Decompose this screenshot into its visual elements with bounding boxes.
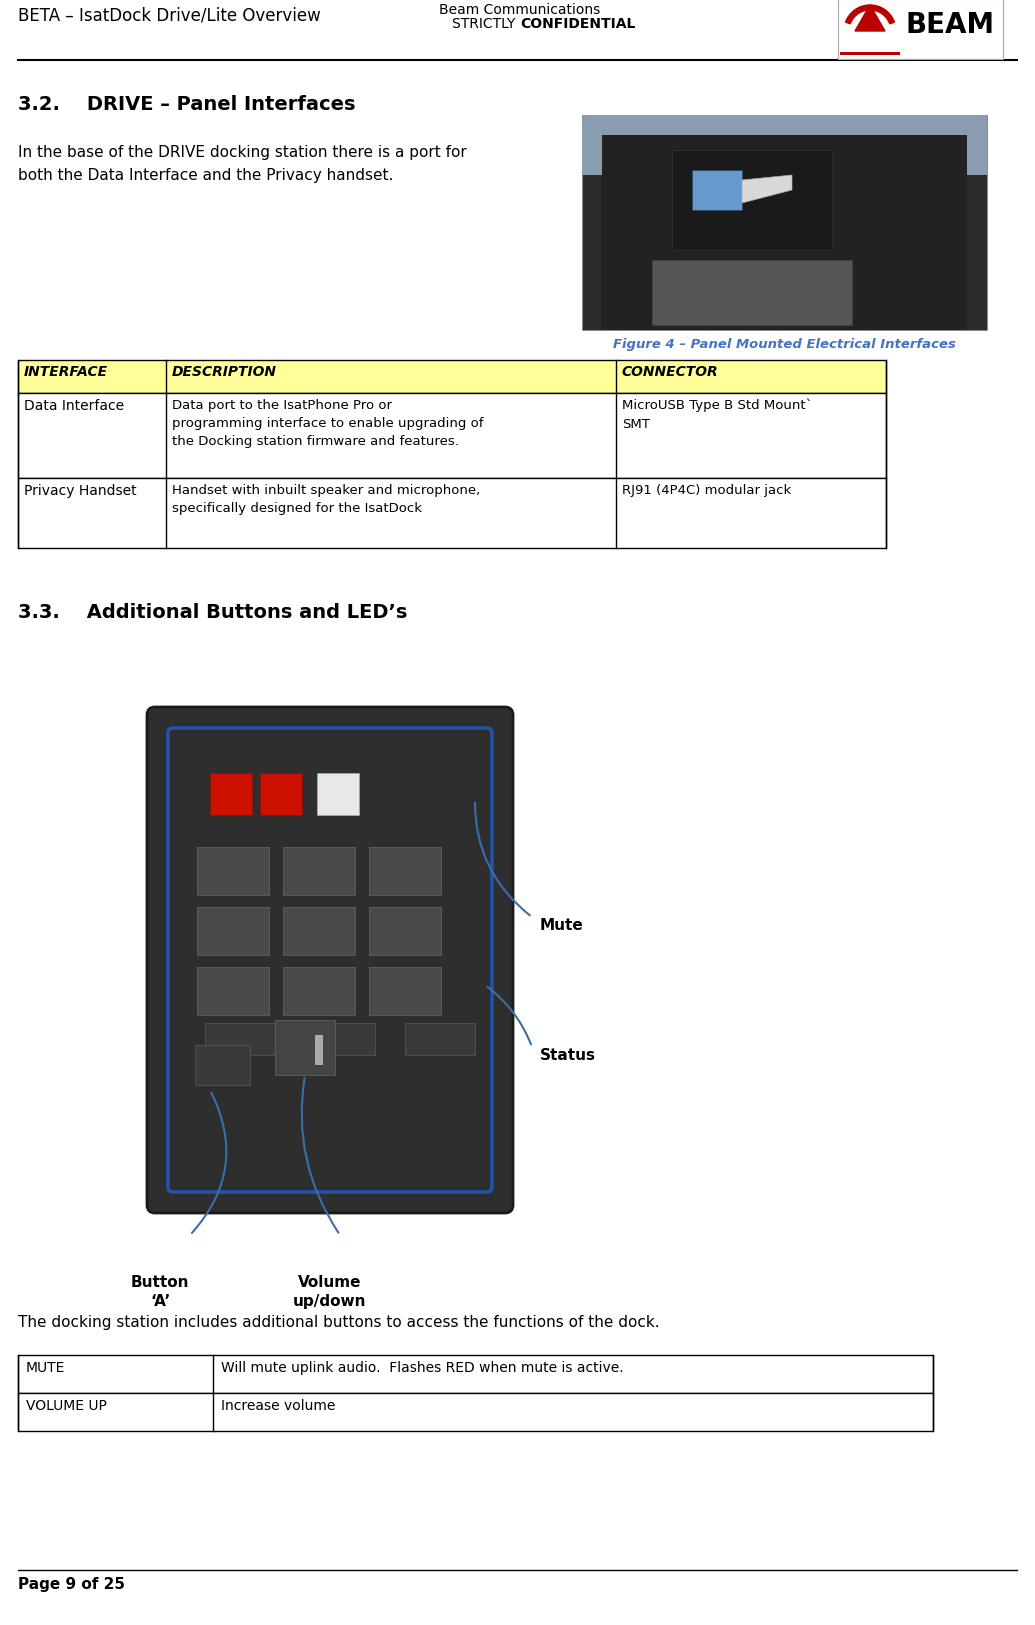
Text: MUTE: MUTE	[26, 1362, 65, 1375]
Bar	[692, 171, 742, 210]
Polygon shape	[742, 176, 792, 203]
Bar	[602, 135, 967, 330]
Bar	[369, 847, 441, 895]
Bar	[195, 1045, 250, 1086]
Bar	[838, 0, 1003, 58]
Text: Privacy Handset: Privacy Handset	[24, 484, 137, 497]
Bar	[582, 115, 987, 176]
Text: Page 9 of 25: Page 9 of 25	[18, 1576, 125, 1592]
Text: Beam Communications: Beam Communications	[440, 3, 600, 16]
Bar	[18, 1355, 933, 1393]
Bar	[582, 115, 987, 330]
Bar	[197, 907, 269, 956]
Bar	[18, 478, 886, 548]
Bar	[260, 774, 302, 816]
Bar	[197, 967, 269, 1016]
Text: RJ91 (4P4C) modular jack: RJ91 (4P4C) modular jack	[622, 484, 791, 497]
Bar	[283, 907, 355, 956]
Bar	[672, 150, 832, 250]
Bar	[18, 1393, 933, 1432]
Bar	[405, 1024, 475, 1055]
Text: CONFIDENTIAL: CONFIDENTIAL	[520, 16, 635, 31]
Bar	[283, 967, 355, 1016]
Text: DESCRIPTION: DESCRIPTION	[172, 366, 277, 379]
Text: 3.3.    Additional Buttons and LED’s: 3.3. Additional Buttons and LED’s	[18, 603, 408, 622]
Text: Figure 4 – Panel Mounted Electrical Interfaces: Figure 4 – Panel Mounted Electrical Inte…	[613, 338, 956, 351]
Text: In the base of the DRIVE docking station there is a port for
both the Data Inter: In the base of the DRIVE docking station…	[18, 145, 467, 184]
Text: The docking station includes additional buttons to access the functions of the d: The docking station includes additional …	[18, 1315, 659, 1329]
Text: BETA – IsatDock Drive/Lite Overview: BETA – IsatDock Drive/Lite Overview	[18, 6, 321, 24]
Text: CONNECTOR: CONNECTOR	[622, 366, 718, 379]
Bar	[317, 774, 359, 816]
Wedge shape	[846, 5, 894, 24]
Text: VOLUME UP: VOLUME UP	[26, 1399, 107, 1414]
Polygon shape	[855, 5, 885, 31]
Bar	[283, 847, 355, 895]
Bar	[275, 1020, 335, 1076]
Bar	[840, 52, 900, 55]
Text: 3.2.    DRIVE – Panel Interfaces: 3.2. DRIVE – Panel Interfaces	[18, 94, 355, 114]
Bar	[210, 774, 252, 816]
FancyBboxPatch shape	[147, 707, 513, 1212]
Bar	[18, 361, 886, 393]
Text: Increase volume: Increase volume	[221, 1399, 335, 1414]
Text: Data Interface: Data Interface	[24, 400, 124, 413]
Text: Data port to the IsatPhone Pro or
programming interface to enable upgrading of
t: Data port to the IsatPhone Pro or progra…	[172, 400, 483, 449]
Text: Status: Status	[540, 1048, 596, 1063]
Bar	[205, 1024, 275, 1055]
Text: MicroUSB Type B Std Mount`
SMT: MicroUSB Type B Std Mount` SMT	[622, 400, 812, 431]
Bar	[369, 907, 441, 956]
Text: Will mute uplink audio.  Flashes RED when mute is active.: Will mute uplink audio. Flashes RED when…	[221, 1362, 624, 1375]
Bar	[18, 393, 886, 478]
Bar	[305, 1024, 375, 1055]
Text: Mute: Mute	[540, 918, 584, 933]
Text: INTERFACE: INTERFACE	[24, 366, 108, 379]
Text: STRICTLY: STRICTLY	[452, 16, 520, 31]
Bar	[315, 1035, 323, 1064]
Text: Handset with inbuilt speaker and microphone,
specifically designed for the IsatD: Handset with inbuilt speaker and microph…	[172, 484, 480, 515]
Bar	[652, 260, 852, 325]
Text: BEAM: BEAM	[905, 11, 995, 39]
Bar	[369, 967, 441, 1016]
Text: Button
‘A’: Button ‘A’	[130, 1276, 189, 1308]
Bar	[197, 847, 269, 895]
Text: Volume
up/down: Volume up/down	[293, 1276, 366, 1308]
